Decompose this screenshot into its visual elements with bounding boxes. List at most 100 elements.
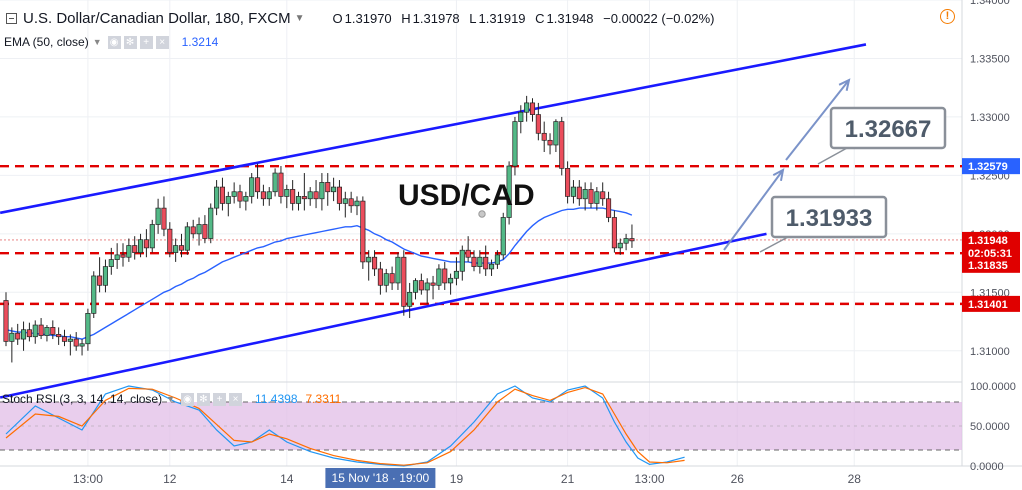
plus-icon[interactable]: +	[139, 35, 153, 49]
channel-line	[0, 43, 867, 215]
candle-body	[430, 282, 436, 286]
candle-body	[9, 332, 15, 342]
time-tick-label: 13:00	[634, 472, 664, 486]
time-axis[interactable]: 13:00 12 14 19 21 13:00 26 28 15 Nov '18 · 19:00	[73, 468, 861, 488]
candle	[325, 173, 331, 206]
stoch-d-line	[5, 386, 685, 466]
price-tick-label: 1.34000	[970, 0, 1010, 7]
candle-body	[453, 270, 460, 279]
candle	[529, 98, 536, 122]
candle	[290, 180, 296, 211]
gear-icon[interactable]: ✻	[123, 35, 137, 49]
candle	[284, 184, 290, 209]
candle	[56, 327, 62, 345]
candle-body	[307, 191, 313, 200]
target-low-callout-box	[770, 195, 888, 239]
candle	[418, 273, 424, 295]
close-value: 1.31948	[546, 10, 594, 26]
time-tick-label: 12	[163, 472, 177, 486]
eye-icon[interactable]: ◉	[107, 35, 121, 49]
candle-body	[401, 256, 407, 307]
candle	[173, 238, 179, 262]
rsi-tick-label: 100.0000	[970, 381, 1016, 393]
candle	[237, 184, 243, 209]
candle-body	[196, 224, 202, 235]
candle-body	[547, 139, 553, 146]
candle-body	[21, 329, 27, 340]
candle	[3, 292, 9, 347]
candle	[196, 217, 202, 246]
candle-body	[629, 238, 635, 242]
candle-body	[243, 196, 249, 202]
channel-line	[0, 232, 767, 399]
candle	[348, 191, 354, 213]
price-tag-label: 1.31948	[968, 235, 1008, 247]
candle	[184, 222, 190, 255]
candle	[9, 327, 15, 363]
target-high-callout-box	[829, 106, 947, 150]
candle	[307, 187, 313, 206]
high-value: 1.31978	[412, 10, 460, 26]
open-value: 1.31970	[344, 10, 392, 26]
rsi-band	[0, 402, 962, 450]
target-high-callout-pointer	[817, 147, 848, 165]
candle	[500, 212, 506, 260]
candle	[565, 161, 571, 204]
collapse-icon[interactable]	[6, 12, 17, 24]
candle-body	[489, 263, 495, 270]
gear-icon[interactable]: ✻	[197, 392, 210, 406]
eye-icon[interactable]: ◉	[181, 392, 194, 406]
candle	[331, 177, 337, 202]
candle	[336, 180, 343, 211]
candle	[260, 184, 266, 206]
stoch-rsi-label[interactable]: Stoch RSI (3, 3, 14, 14, close)	[2, 392, 163, 406]
candle	[50, 320, 56, 340]
candle	[494, 250, 500, 269]
candle-body	[471, 256, 477, 267]
price-tick-label: 1.33500	[970, 53, 1010, 65]
price-tick-label: 1.31000	[970, 346, 1010, 358]
candle-body	[120, 254, 126, 258]
candle-body	[319, 182, 325, 200]
chevron-down-icon[interactable]: ▼	[92, 37, 102, 47]
candle	[155, 198, 161, 234]
exclamation-circle-icon[interactable]: !	[940, 9, 955, 24]
candle-body	[565, 168, 571, 197]
candle-body	[524, 102, 530, 113]
candle	[453, 257, 460, 286]
candle	[436, 264, 442, 290]
price-channel	[0, 43, 867, 399]
close-icon[interactable]: ×	[155, 35, 169, 49]
candle-body	[372, 256, 378, 270]
crosshair-time-box	[325, 468, 436, 488]
candle-body	[611, 217, 617, 249]
symbol-title[interactable]: U.S. Dollar/Canadian Dollar, 180, FXCM	[23, 9, 291, 27]
stoch-k-value: 11.4398	[255, 392, 298, 406]
candle-body	[424, 282, 430, 291]
candle	[629, 224, 635, 248]
close-icon[interactable]: ×	[229, 392, 242, 406]
crosshair-time-tag: 15 Nov '18 · 19:00	[325, 468, 436, 488]
candle	[272, 168, 278, 197]
low-value: 1.31919	[478, 10, 526, 26]
candle-body	[412, 280, 419, 293]
candle-body	[50, 327, 56, 335]
candle	[313, 180, 319, 209]
candle	[97, 257, 103, 293]
plus-icon[interactable]: +	[213, 392, 226, 406]
candle-body	[284, 189, 290, 197]
ema-label[interactable]: EMA (50, close)	[4, 35, 89, 49]
candle-body	[231, 191, 237, 197]
candle-body	[588, 189, 594, 204]
candle	[73, 332, 79, 351]
ema-legend: EMA (50, close) ▼ ◉ ✻ + × 1.3214	[4, 34, 218, 50]
candle-body	[559, 121, 565, 169]
candle	[465, 236, 471, 262]
candle-body	[161, 207, 167, 230]
price-axis[interactable]: 1.310001.315001.320001.325001.330001.335…	[962, 0, 1020, 473]
candle	[471, 250, 477, 272]
chevron-down-icon[interactable]: ▼	[294, 12, 305, 24]
chevron-down-icon[interactable]: ▼	[166, 394, 175, 404]
candle	[354, 196, 360, 216]
